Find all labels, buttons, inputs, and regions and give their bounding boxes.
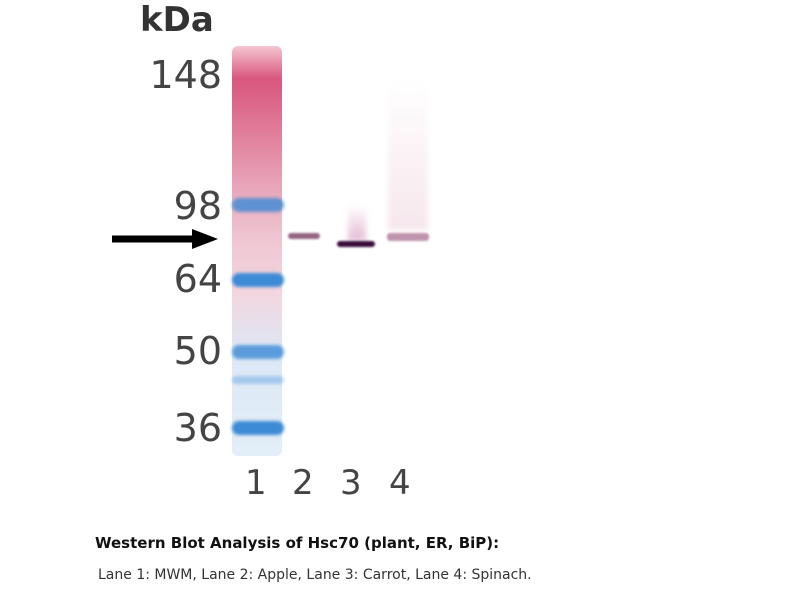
marker-label-148: 148 xyxy=(149,53,222,97)
marker-label-36: 36 xyxy=(173,406,222,450)
marker-label-98: 98 xyxy=(173,184,222,228)
caption-title: Western Blot Analysis of Hsc70 (plant, E… xyxy=(95,534,500,552)
lane-2-band xyxy=(288,233,320,239)
lane-1-ladder xyxy=(232,46,282,456)
lane-3-band xyxy=(337,241,375,247)
marker-band-minor xyxy=(232,376,284,384)
marker-label-50: 50 xyxy=(173,329,222,373)
lane-number-2: 2 xyxy=(292,463,314,503)
marker-label-64: 64 xyxy=(173,257,222,301)
lane-number-4: 4 xyxy=(389,463,411,503)
marker-band-36 xyxy=(232,421,284,435)
marker-band-98 xyxy=(232,198,284,212)
lane-3-smear xyxy=(348,205,366,241)
arrow-right-icon xyxy=(112,229,220,253)
marker-band-64 xyxy=(232,273,284,287)
lane-4-band xyxy=(387,233,429,241)
caption-description: Lane 1: MWM, Lane 2: Apple, Lane 3: Carr… xyxy=(98,567,532,583)
lane-number-3: 3 xyxy=(340,463,362,503)
lane-4-smear xyxy=(388,80,428,230)
lane-number-1: 1 xyxy=(245,463,267,503)
marker-band-50 xyxy=(232,345,284,359)
unit-label: kDa xyxy=(140,0,214,40)
